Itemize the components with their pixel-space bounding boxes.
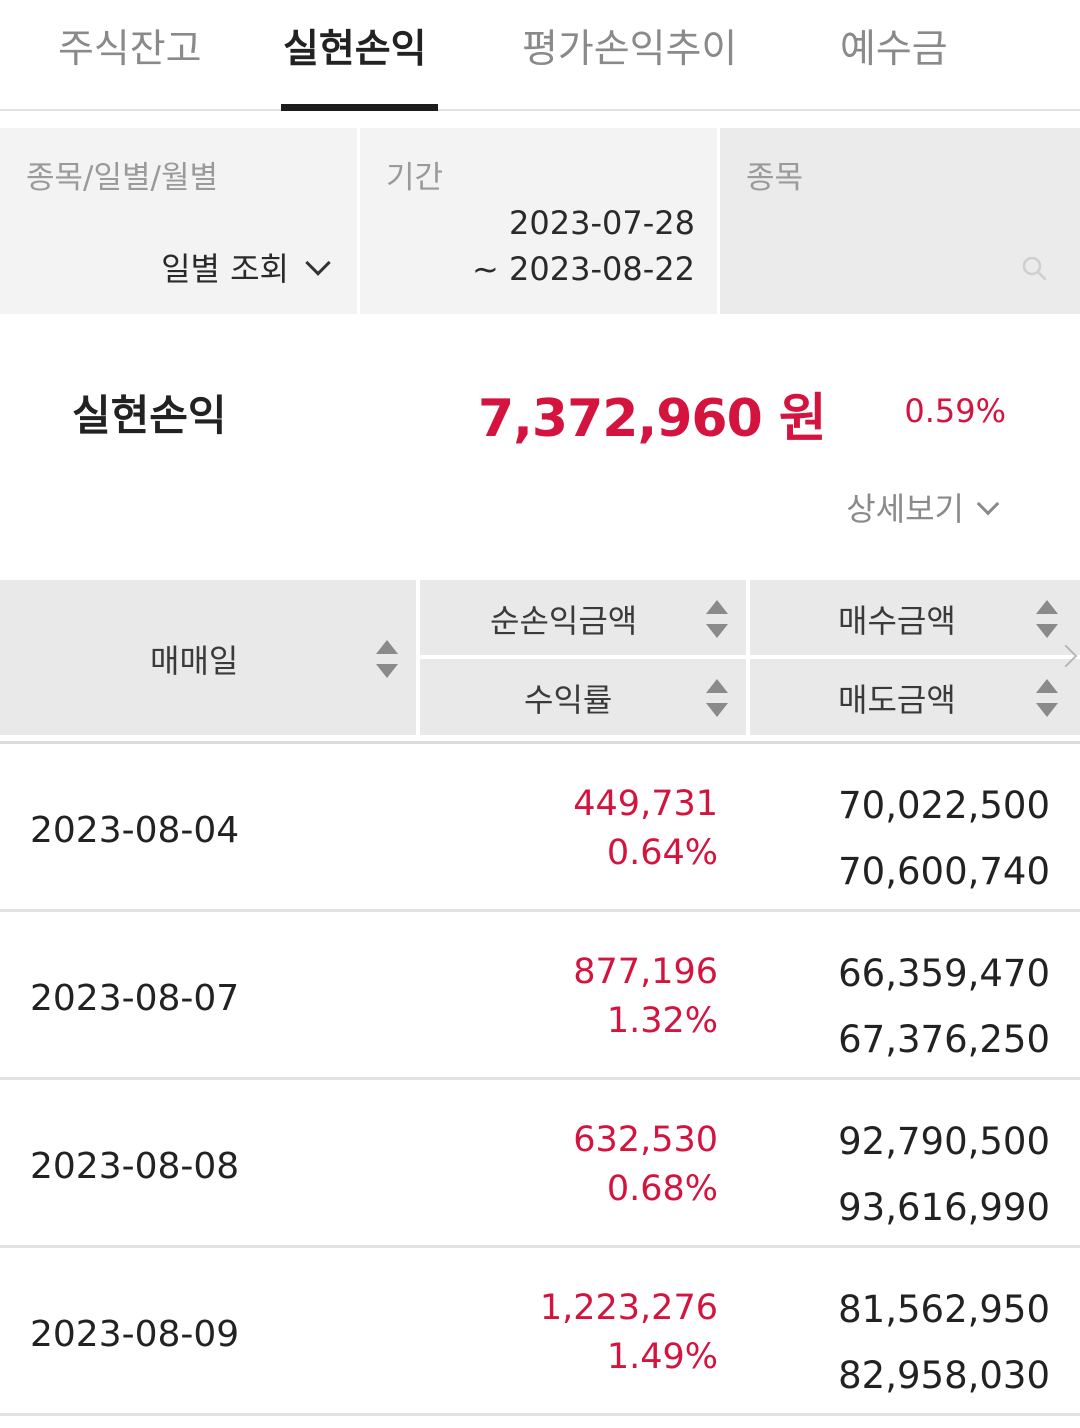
row-rate: 1.32% [606, 1001, 718, 1041]
period-filter[interactable]: 기간 2023-07-28 ~ 2023-08-22 [360, 128, 717, 314]
row-sell: 70,600,740 [838, 850, 1050, 893]
row-rate: 0.68% [606, 1169, 718, 1209]
tab-realized-pl[interactable]: 실현손익 [283, 27, 427, 72]
filter-bar: 종목/일별/월별 일별 조회 기간 2023-07-28 ~ 2023-08-2… [0, 128, 1080, 314]
stock-filter[interactable]: 종목 [720, 128, 1080, 314]
row-date: 2023-08-04 [30, 810, 240, 851]
period-start: 2023-07-28 [509, 204, 695, 242]
row-date: 2023-08-09 [30, 1314, 240, 1355]
row-sell: 67,376,250 [838, 1018, 1050, 1061]
type-filter-label: 종목/일별/월별 [26, 160, 219, 196]
chevron-down-icon [976, 492, 1000, 516]
row-net-pl: 877,196 [573, 952, 718, 992]
header-buy[interactable]: 매수금액 [750, 580, 1080, 655]
summary-label: 실현손익 [72, 391, 227, 440]
header-sell[interactable]: 매도금액 [750, 659, 1080, 735]
row-buy: 70,022,500 [838, 784, 1050, 827]
period-end: ~ 2023-08-22 [472, 250, 695, 288]
row-buy: 66,359,470 [838, 952, 1050, 995]
chevron-down-icon [305, 250, 331, 276]
header-sell-label: 매도금액 [838, 681, 956, 719]
row-rate: 1.49% [606, 1337, 718, 1377]
header-net-pl[interactable]: 순손익금액 [420, 580, 746, 655]
tab-stock-balance[interactable]: 주식잔고 [58, 27, 202, 72]
period-filter-label: 기간 [386, 160, 444, 196]
row-sell: 93,616,990 [838, 1186, 1050, 1229]
type-filter[interactable]: 종목/일별/월별 일별 조회 [0, 128, 357, 314]
divider [0, 741, 1080, 744]
tab-valuation-trend[interactable]: 평가손익추이 [522, 27, 738, 72]
type-filter-value-text: 일별 조회 [161, 250, 289, 288]
table-row[interactable]: 2023-08-09 1,223,276 1.49% 81,562,950 82… [0, 1248, 1080, 1416]
sort-icon [1036, 600, 1058, 638]
header-buy-label: 매수금액 [838, 602, 956, 640]
tab-bar: 주식잔고 실현손익 평가손익추이 예수금 [0, 0, 1080, 111]
header-date[interactable]: 매매일 [0, 580, 416, 735]
tab-deposit[interactable]: 예수금 [840, 27, 948, 72]
type-filter-value[interactable]: 일별 조회 [161, 244, 331, 290]
table-row[interactable]: 2023-08-07 877,196 1.32% 66,359,470 67,3… [0, 912, 1080, 1080]
summary-rate: 0.59% [904, 392, 1006, 430]
header-rate[interactable]: 수익률 [420, 659, 746, 735]
stock-filter-label: 종목 [746, 160, 804, 196]
row-date: 2023-08-07 [30, 978, 240, 1019]
row-sell: 82,958,030 [838, 1354, 1050, 1397]
detail-toggle[interactable]: 상세보기 [846, 484, 1000, 530]
sort-icon [376, 640, 398, 678]
table-header: 매매일 순손익금액 수익률 매수금액 매도금액 [0, 580, 1080, 735]
table-row[interactable]: 2023-08-04 449,731 0.64% 70,022,500 70,6… [0, 744, 1080, 912]
header-rate-label: 수익률 [524, 681, 613, 719]
search-icon[interactable] [1021, 255, 1047, 281]
header-date-label: 매매일 [150, 642, 239, 680]
row-rate: 0.64% [606, 833, 718, 873]
row-buy: 92,790,500 [838, 1120, 1050, 1163]
sort-icon [706, 600, 728, 638]
header-net-pl-label: 순손익금액 [490, 602, 638, 640]
detail-toggle-label: 상세보기 [846, 490, 964, 528]
row-date: 2023-08-08 [30, 1146, 240, 1187]
row-net-pl: 449,731 [573, 784, 718, 824]
active-tab-indicator [281, 104, 438, 111]
row-net-pl: 632,530 [573, 1120, 718, 1160]
sort-icon [1036, 679, 1058, 717]
row-buy: 81,562,950 [838, 1288, 1050, 1331]
sort-icon [706, 679, 728, 717]
table-row[interactable]: 2023-08-08 632,530 0.68% 92,790,500 93,6… [0, 1080, 1080, 1248]
summary-amount: 7,372,960 원 [478, 389, 827, 449]
row-net-pl: 1,223,276 [539, 1288, 718, 1328]
